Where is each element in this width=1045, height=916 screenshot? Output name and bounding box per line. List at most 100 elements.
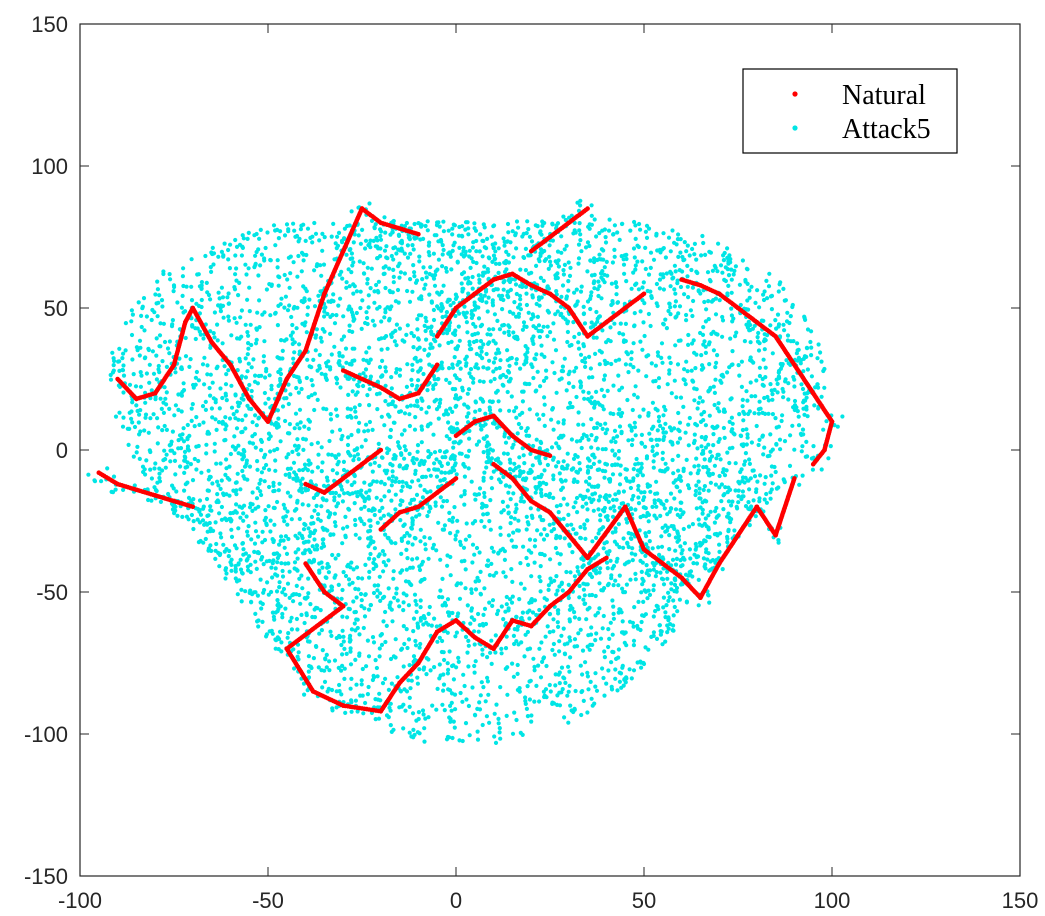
attack5-point (456, 324, 461, 329)
attack5-point (437, 594, 442, 600)
attack5-point (556, 258, 561, 263)
attack5-point (335, 501, 341, 506)
attack5-point (444, 269, 449, 274)
attack5-point (291, 599, 296, 604)
attack5-point (501, 372, 506, 378)
attack5-point (461, 672, 466, 677)
attack5-point (275, 499, 280, 505)
attack5-point (415, 730, 420, 735)
attack5-point (661, 287, 667, 292)
attack5-point (729, 313, 735, 318)
attack5-point (213, 397, 218, 402)
attack5-point (556, 264, 562, 269)
attack5-point (131, 454, 136, 459)
attack5-point (427, 504, 432, 509)
attack5-point (776, 374, 782, 379)
attack5-point (534, 352, 539, 357)
attack5-point (563, 478, 568, 483)
attack5-point (375, 674, 380, 679)
attack5-point (463, 227, 468, 232)
attack5-point (249, 342, 254, 348)
attack5-point (805, 327, 811, 332)
attack5-point (413, 638, 418, 644)
attack5-point (757, 341, 762, 346)
attack5-point (283, 294, 288, 299)
attack5-point (199, 283, 204, 288)
attack5-point (497, 365, 502, 371)
attack5-point (716, 241, 721, 246)
attack5-point (479, 427, 484, 432)
attack5-point (559, 665, 565, 670)
attack5-point (476, 611, 481, 617)
attack5-point (659, 544, 665, 549)
attack5-point (579, 445, 584, 451)
attack5-point (415, 317, 420, 322)
attack5-point (524, 706, 530, 712)
attack5-point (411, 461, 416, 466)
attack5-point (147, 362, 152, 367)
attack5-point (363, 592, 368, 598)
attack5-point (284, 455, 289, 460)
attack5-point (587, 222, 592, 227)
attack5-point (482, 494, 487, 499)
attack5-point (493, 633, 498, 638)
attack5-point (436, 257, 441, 262)
attack5-point (206, 488, 211, 493)
attack5-point (767, 271, 772, 276)
attack5-point (721, 253, 726, 258)
attack5-point (149, 476, 154, 481)
attack5-point (428, 668, 433, 673)
attack5-point (393, 479, 398, 484)
attack5-point (227, 493, 232, 498)
attack5-point (211, 262, 216, 267)
attack5-point (357, 402, 362, 408)
attack5-point (391, 280, 396, 285)
attack5-point (311, 357, 316, 362)
attack5-point (419, 406, 424, 411)
attack5-point (702, 457, 707, 462)
attack5-point (496, 608, 501, 613)
attack5-point (299, 482, 304, 487)
attack5-point (690, 341, 695, 346)
attack5-point (690, 313, 695, 319)
attack5-point (280, 574, 286, 579)
attack5-point (365, 638, 370, 643)
attack5-point (379, 414, 384, 419)
attack5-point (659, 355, 664, 360)
attack5-point (161, 400, 166, 405)
attack5-point (239, 334, 244, 339)
attack5-point (509, 538, 514, 543)
attack5-point (491, 549, 496, 554)
attack5-point (589, 395, 594, 400)
attack5-point (378, 516, 383, 521)
attack5-point (415, 556, 420, 561)
attack5-point (371, 673, 376, 678)
attack5-point (495, 425, 500, 430)
attack5-point (379, 632, 384, 637)
attack5-point (393, 492, 398, 497)
attack5-point (285, 490, 290, 495)
attack5-point (383, 383, 388, 388)
attack5-point (253, 373, 258, 378)
attack5-point (643, 612, 649, 617)
attack5-point (322, 235, 327, 240)
attack5-point (282, 519, 287, 524)
attack5-point (219, 249, 224, 254)
attack5-point (394, 367, 399, 372)
attack5-point (581, 587, 587, 592)
attack5-point (252, 233, 257, 238)
attack5-point (416, 478, 421, 483)
attack5-point (269, 387, 274, 392)
attack5-point (791, 374, 796, 380)
attack5-point (575, 565, 580, 570)
attack5-point (249, 388, 254, 394)
attack5-point (288, 271, 293, 276)
attack5-point (638, 227, 643, 232)
attack5-point (668, 312, 673, 317)
attack5-point (248, 588, 253, 593)
attack5-point (406, 637, 412, 642)
attack5-point (525, 219, 530, 224)
attack5-point (711, 348, 717, 353)
attack5-point (690, 246, 695, 252)
attack5-point (334, 313, 339, 318)
